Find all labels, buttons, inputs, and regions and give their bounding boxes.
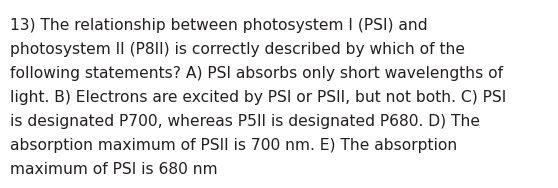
Text: following statements? A) PSI absorbs only short wavelengths of: following statements? A) PSI absorbs onl… bbox=[10, 66, 503, 81]
Text: light. B) Electrons are excited by PSI or PSII, but not both. C) PSI: light. B) Electrons are excited by PSI o… bbox=[10, 90, 506, 105]
Text: maximum of PSI is 680 nm: maximum of PSI is 680 nm bbox=[10, 162, 218, 177]
Text: photosystem II (P8II) is correctly described by which of the: photosystem II (P8II) is correctly descr… bbox=[10, 42, 465, 57]
Text: is designated P700, whereas P5II is designated P680. D) The: is designated P700, whereas P5II is desi… bbox=[10, 114, 480, 129]
Text: 13) The relationship between photosystem I (PSI) and: 13) The relationship between photosystem… bbox=[10, 18, 427, 33]
Text: absorption maximum of PSII is 700 nm. E) The absorption: absorption maximum of PSII is 700 nm. E)… bbox=[10, 138, 457, 153]
